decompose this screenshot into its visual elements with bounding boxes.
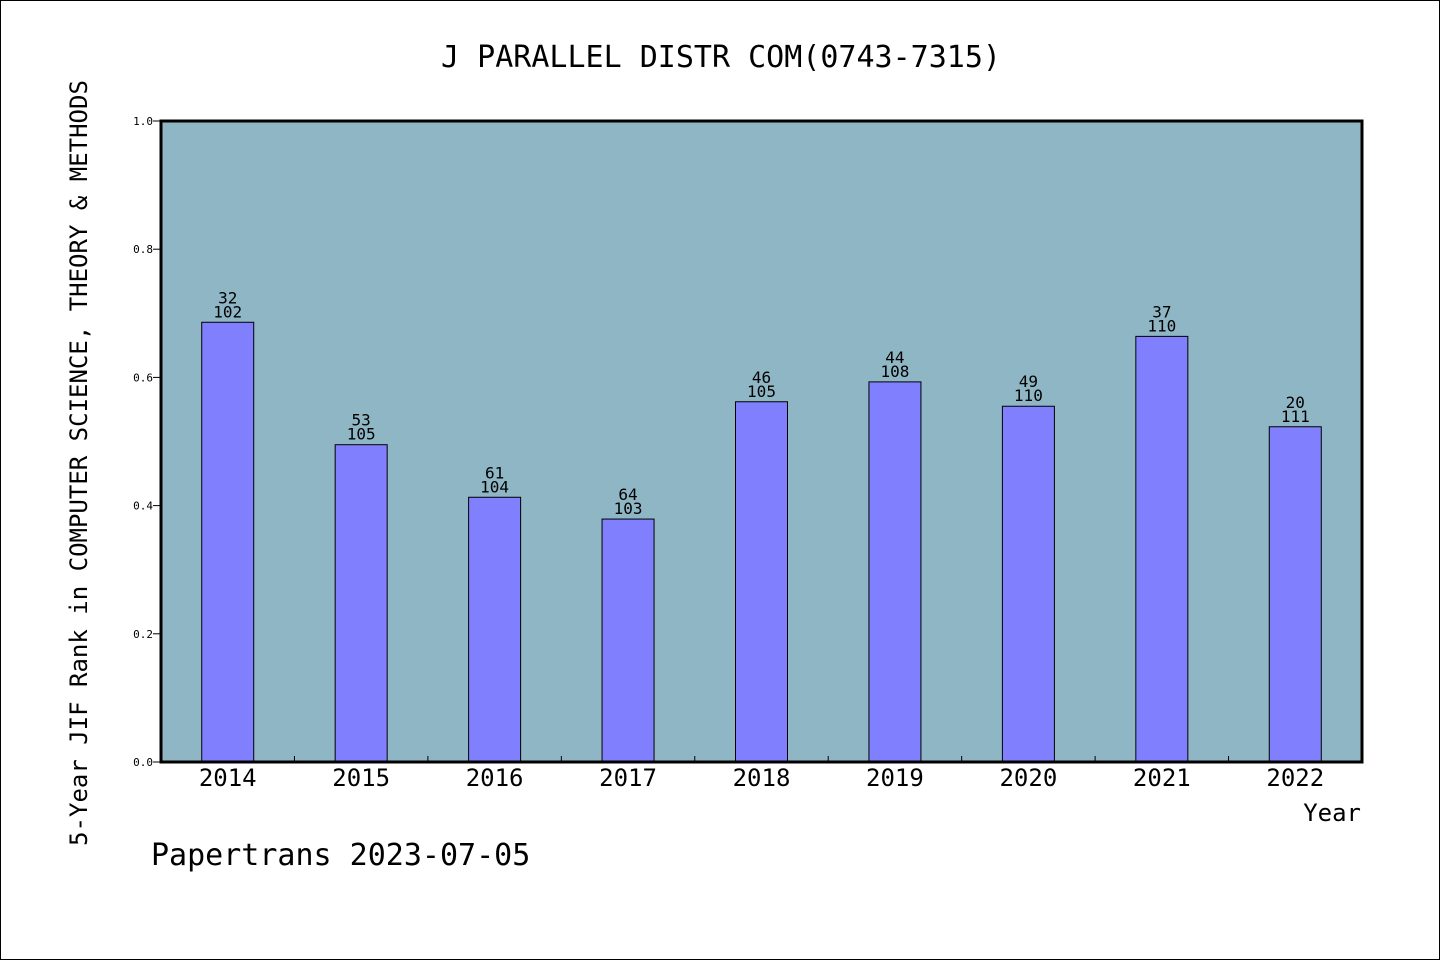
y-tick-label: 0.0 — [133, 756, 153, 769]
bar-total-label: 110 — [1014, 386, 1043, 405]
footer-credit: Papertrans 2023-07-05 — [151, 838, 530, 873]
x-tick-label: 2014 — [199, 764, 257, 792]
bar — [1135, 335, 1189, 763]
bar — [601, 518, 655, 763]
x-tick-label: 2016 — [466, 764, 524, 792]
y-tick-label: 0.6 — [133, 371, 153, 384]
bar-rank-label: 32 — [218, 288, 237, 307]
plot-border — [159, 119, 1364, 764]
bar-rank-label: 49 — [1019, 372, 1038, 391]
bar-rank-label: 20 — [1286, 393, 1305, 412]
y-axis: 0.0 0.2 0.4 0.6 0.8 1.0 — [133, 115, 161, 769]
bar-total-label: 111 — [1281, 407, 1310, 426]
bar-total-label: 105 — [747, 382, 776, 401]
bar-total-label: 110 — [1147, 316, 1176, 335]
y-tick-label: 0.8 — [133, 243, 153, 256]
x-tick-label: 2022 — [1266, 764, 1324, 792]
bar-total-label: 105 — [347, 425, 376, 444]
bar-total-label: 108 — [880, 362, 909, 381]
bar-total-label: 103 — [614, 499, 643, 518]
y-tick-label: 0.2 — [133, 628, 153, 641]
x-tick-label: 2020 — [999, 764, 1057, 792]
x-tick-label: 2015 — [332, 764, 390, 792]
x-tick-label: 2018 — [733, 764, 791, 792]
y-axis-label: 5-Year JIF Rank in COMPUTER SCIENCE, THE… — [65, 80, 93, 846]
x-tick-label: 2017 — [599, 764, 657, 792]
x-tick-label: 2021 — [1133, 764, 1191, 792]
bar-total-label: 102 — [213, 302, 242, 321]
bar — [468, 496, 522, 763]
y-tick-label: 1.0 — [133, 115, 153, 128]
x-axis-label: Year — [1303, 799, 1361, 827]
bar-rank-label: 64 — [618, 485, 637, 504]
bar-total-label: 104 — [480, 477, 509, 496]
bar-rank-label: 46 — [752, 368, 771, 387]
bar-rank-label: 37 — [1152, 302, 1171, 321]
x-axis: 2014 2015 2016 2017 2018 2019 2020 2021 2022 — [199, 756, 1324, 792]
x-tick-label: 2019 — [866, 764, 924, 792]
bar — [201, 321, 255, 763]
bar-rank-label: 53 — [352, 411, 371, 430]
chart-title: J PARALLEL DISTR COM(0743-7315) — [441, 40, 1001, 75]
bar-rank-label: 61 — [485, 463, 504, 482]
bar — [868, 381, 922, 763]
bar-rank-label: 44 — [885, 348, 904, 367]
bar — [1001, 405, 1055, 763]
bar — [735, 401, 788, 763]
bar — [1268, 426, 1322, 763]
y-tick-label: 0.4 — [133, 500, 153, 513]
bar — [334, 444, 388, 763]
